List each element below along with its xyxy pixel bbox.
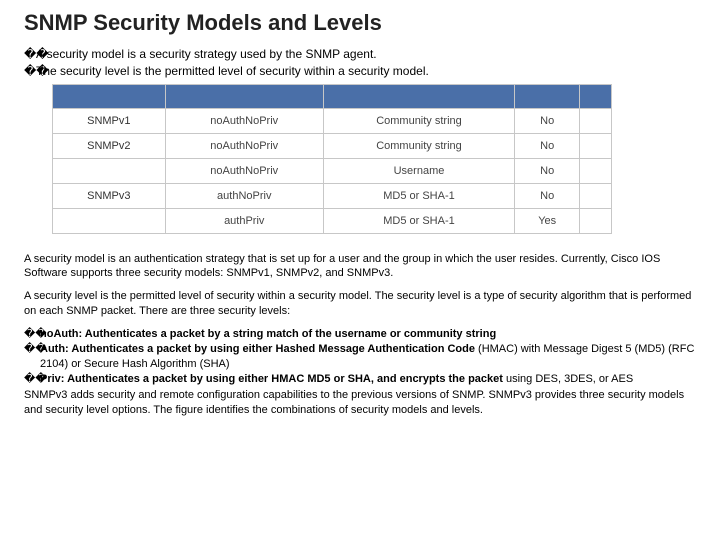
col-head-3	[323, 84, 514, 108]
list-item: noAuth: Authenticates a packet by a stri…	[40, 327, 496, 342]
cell-model: SNMPv1	[53, 108, 166, 133]
cell-model	[53, 208, 166, 233]
cell-level: authNoPriv	[165, 183, 323, 208]
cell-enc: No	[515, 183, 580, 208]
cell-enc: No	[515, 108, 580, 133]
paragraph-1: A security model is an authentication st…	[24, 252, 696, 282]
cell-note	[580, 108, 612, 133]
cell-level: authPriv	[165, 208, 323, 233]
bullet-glyph: ��	[24, 327, 40, 342]
cell-note	[580, 158, 612, 183]
intro-bullets: �� A security model is a security strate…	[24, 46, 696, 80]
cell-enc: No	[515, 158, 580, 183]
cell-model: SNMPv2	[53, 133, 166, 158]
cell-note	[580, 208, 612, 233]
paragraph-3: SNMPv3 adds security and remote configur…	[24, 388, 696, 418]
cell-level: noAuthNoPriv	[165, 158, 323, 183]
cell-auth: MD5 or SHA-1	[323, 208, 514, 233]
cell-auth: MD5 or SHA-1	[323, 183, 514, 208]
col-head-4	[515, 84, 580, 108]
table-row: SNMPv2 noAuthNoPriv Community string No	[53, 133, 612, 158]
list-bold: noAuth: Authenticates a packet by a stri…	[40, 328, 496, 340]
list-bold: Auth: Authenticates a packet by using ei…	[40, 343, 475, 355]
cell-auth: Community string	[323, 108, 514, 133]
list-item: Priv: Authenticates a packet by using ei…	[40, 372, 633, 387]
col-head-5	[580, 84, 612, 108]
col-head-2	[165, 84, 323, 108]
bullet-glyph: ��	[24, 342, 40, 372]
security-table: SNMPv1 noAuthNoPriv Community string No …	[52, 84, 612, 234]
cell-level: noAuthNoPriv	[165, 133, 323, 158]
cell-auth: Community string	[323, 133, 514, 158]
levels-list: �� noAuth: Authenticates a packet by a s…	[24, 327, 696, 386]
cell-enc: No	[515, 133, 580, 158]
bullet-text-1: A security model is a security strategy …	[36, 46, 377, 63]
cell-auth: Username	[323, 158, 514, 183]
list-item: Auth: Authenticates a packet by using ei…	[40, 342, 696, 372]
page-title: SNMP Security Models and Levels	[24, 10, 696, 36]
table-row: SNMPv3 authNoPriv MD5 or SHA-1 No	[53, 183, 612, 208]
bullet-glyph: ��	[24, 63, 36, 80]
cell-enc: Yes	[515, 208, 580, 233]
list-bold: Priv: Authenticates a packet by using ei…	[40, 373, 503, 385]
table-row: noAuthNoPriv Username No	[53, 158, 612, 183]
col-head-1	[53, 84, 166, 108]
paragraph-2: A security level is the permitted level …	[24, 289, 696, 319]
list-rest: using DES, 3DES, or AES	[503, 373, 633, 385]
bullet-glyph: ��	[24, 46, 36, 63]
cell-note	[580, 183, 612, 208]
bullet-text-2: The security level is the permitted leve…	[36, 63, 429, 80]
cell-note	[580, 133, 612, 158]
cell-model: SNMPv3	[53, 183, 166, 208]
cell-level: noAuthNoPriv	[165, 108, 323, 133]
table-row: SNMPv1 noAuthNoPriv Community string No	[53, 108, 612, 133]
cell-model	[53, 158, 166, 183]
bullet-glyph: ��	[24, 372, 40, 387]
table-row: authPriv MD5 or SHA-1 Yes	[53, 208, 612, 233]
